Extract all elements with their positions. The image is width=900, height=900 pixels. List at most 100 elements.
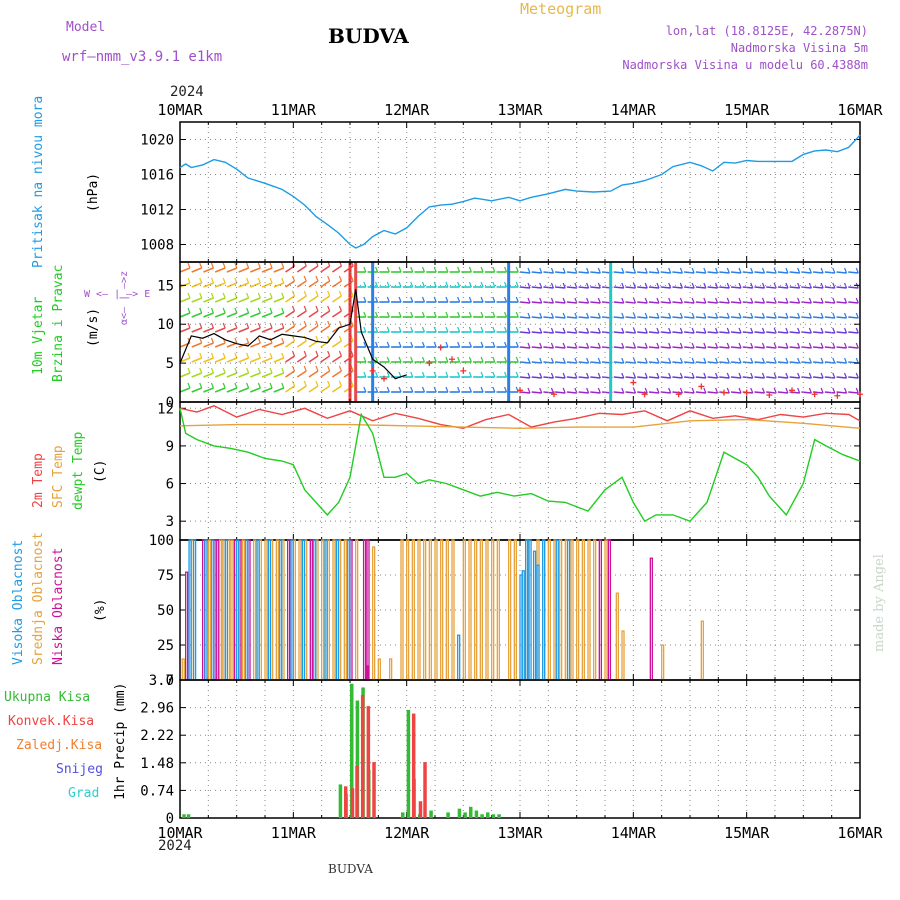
cloud-bar xyxy=(445,539,449,681)
precip-total-label: Ukupna Kisa xyxy=(4,690,90,705)
gust-point xyxy=(743,389,750,396)
wind-barb-flag xyxy=(503,281,508,288)
wind-barb-flag xyxy=(832,312,836,319)
cloud-bar xyxy=(215,539,219,681)
wind-barb-flag xyxy=(281,292,285,299)
wind-barb-flag xyxy=(539,327,543,334)
wind-barb xyxy=(179,267,191,273)
wind-barb-flag xyxy=(281,277,285,284)
wind-barb-flag xyxy=(338,365,342,372)
wind-barb xyxy=(789,361,800,364)
wind-barb-flag xyxy=(597,372,601,379)
wind-barb xyxy=(660,316,671,319)
wind-barb-flag xyxy=(539,387,543,394)
wind-barb-flag xyxy=(480,371,484,378)
cloud-bar xyxy=(536,564,540,681)
wind-barb xyxy=(566,331,577,334)
wind-ytick-label: 5 xyxy=(166,356,174,372)
wind-barb-flag xyxy=(644,267,648,274)
wind-barb xyxy=(742,331,753,334)
wind-barb xyxy=(637,391,648,394)
wind-barb-flag xyxy=(410,356,414,363)
precip-bar xyxy=(446,812,450,818)
wind-barb xyxy=(179,327,191,333)
cloud-bar xyxy=(267,539,272,681)
wind-barb-flag xyxy=(527,312,531,319)
wind-barb-flag xyxy=(527,342,531,349)
cloud-bar xyxy=(324,539,328,681)
pressure-label: Pritisak na nivou mora xyxy=(31,96,46,268)
wind-barb xyxy=(824,376,835,379)
wind-barb-flag xyxy=(797,267,801,274)
precip-bar xyxy=(366,706,371,818)
wind-barb xyxy=(261,297,273,303)
elevation: Nadmorska Visina 5m xyxy=(730,41,868,55)
wind-barb-flag xyxy=(375,371,379,378)
cloud-bar xyxy=(576,539,580,681)
wind-barb xyxy=(214,267,226,273)
wind-barb-flag xyxy=(386,326,390,333)
wind-barb-flag xyxy=(210,277,215,284)
wind-barb-flag xyxy=(303,365,307,372)
wind-barb xyxy=(555,361,566,364)
wind-barb xyxy=(519,361,531,364)
wind-barb-flag xyxy=(222,382,226,389)
wind-barb-flag xyxy=(187,307,191,314)
wind-barb-flag xyxy=(492,341,496,348)
wind-barb-flag xyxy=(291,335,296,342)
wind-barb-flag xyxy=(492,296,496,303)
wind-barb xyxy=(578,316,589,319)
wind-barb-flag xyxy=(503,311,508,318)
wind-barb xyxy=(203,342,214,348)
wind-barb xyxy=(813,271,824,274)
precip-conv-label: Konvek.Kisa xyxy=(8,714,94,729)
cloud-bar xyxy=(400,539,404,681)
wind-barb-flag xyxy=(281,352,285,359)
wind-barb-flag xyxy=(785,282,789,289)
wind-barb-flag xyxy=(338,305,342,312)
wind-barb-flag xyxy=(375,266,379,273)
gust-point xyxy=(426,360,433,367)
wind-barb xyxy=(848,316,859,319)
cloud-bar xyxy=(313,539,317,681)
wind-barb-flag xyxy=(281,307,285,314)
wind-barb-flag xyxy=(281,262,285,269)
wind-barb-flag xyxy=(468,311,472,318)
wind-barb-flag xyxy=(327,380,331,387)
wind-barb xyxy=(214,387,226,393)
wind-barb-flag xyxy=(703,372,707,379)
wind-barb xyxy=(707,346,718,349)
product-title: Meteogram xyxy=(520,0,602,18)
wind-barb xyxy=(684,361,695,364)
wind-barb xyxy=(250,387,261,393)
wind-barb-flag xyxy=(726,267,730,274)
wind-barb-flag xyxy=(621,387,625,394)
wind-barb xyxy=(625,286,636,289)
wind-barb-flag xyxy=(527,282,531,289)
wind-barb xyxy=(191,282,203,288)
wind-barb-flag xyxy=(457,296,461,303)
wind-barb-flag xyxy=(679,267,683,274)
wind-barb-flag xyxy=(315,305,319,312)
wind-barb xyxy=(672,271,683,274)
wind-barb-flag xyxy=(257,367,261,374)
wind-barb xyxy=(613,346,624,349)
cloud-bar xyxy=(377,658,381,681)
wind-barb xyxy=(555,316,566,319)
wind-barb xyxy=(273,282,285,288)
wind-barb-flag xyxy=(656,327,660,334)
wind-barb xyxy=(625,331,636,334)
wind-barb-flag xyxy=(445,281,449,288)
wind-barb-flag xyxy=(445,311,449,318)
wind-barb-flag xyxy=(457,311,461,318)
wind-barb-flag xyxy=(738,267,742,274)
precip-bar xyxy=(350,788,355,818)
wind-barb xyxy=(590,331,601,334)
wind-barb xyxy=(238,387,249,393)
wind-barb-flag xyxy=(785,267,789,274)
pressure-ytick-label: 1020 xyxy=(140,133,174,149)
wind-barb xyxy=(578,361,589,364)
wind-barb-flag xyxy=(199,262,203,269)
wind-barb-flag xyxy=(562,387,566,394)
